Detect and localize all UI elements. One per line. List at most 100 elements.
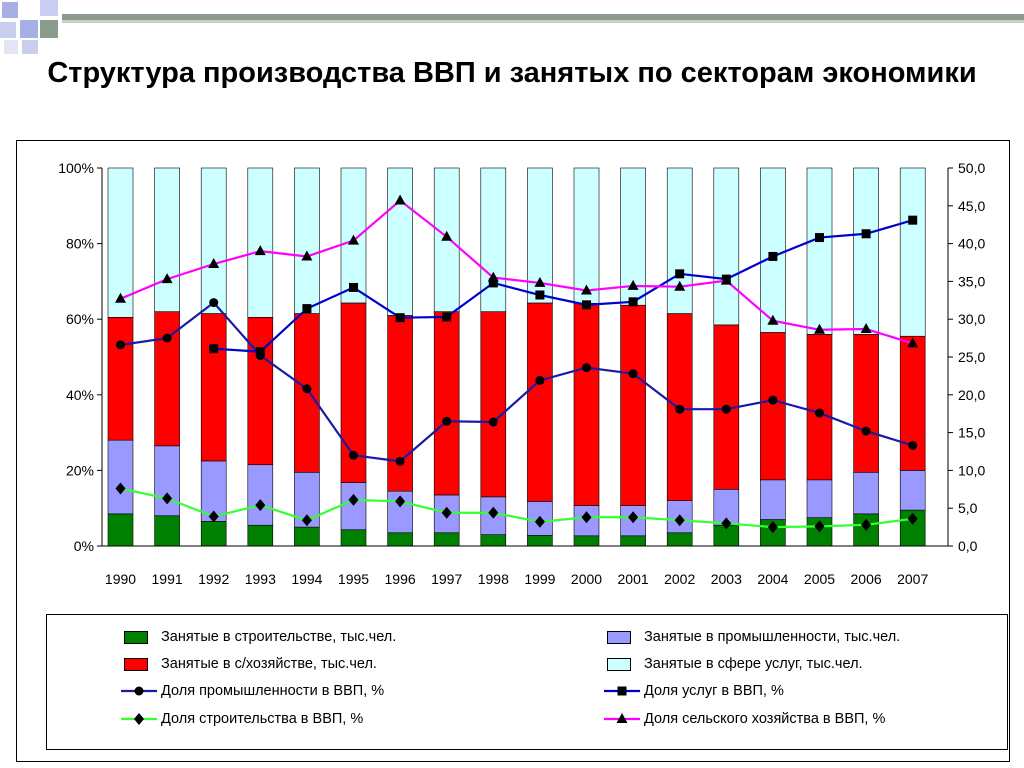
- x-tick-label: 1992: [198, 571, 229, 587]
- marker-agriculture_line: [534, 276, 546, 287]
- marker-services_line: [209, 344, 219, 354]
- bar-industry: [853, 471, 879, 515]
- marker-agriculture_line: [394, 194, 406, 205]
- legend-item: Занятые в строительстве, тыс.чел.: [124, 629, 396, 645]
- marker-agriculture_line: [720, 274, 732, 285]
- bar-services: [853, 167, 879, 335]
- marker-agriculture_line: [581, 284, 592, 295]
- bar-agriculture: [899, 335, 926, 471]
- legend-line-sample: [604, 713, 640, 723]
- bar-industry: [247, 464, 274, 526]
- y-left-tick-label: 60%: [66, 311, 94, 327]
- legend-item: Занятые в сфере услуг, тыс.чел.: [607, 656, 863, 672]
- bar-services: [666, 167, 693, 314]
- bar-services: [294, 167, 320, 314]
- decor-square-3: [40, 0, 58, 16]
- marker-agriculture_line: [348, 234, 359, 245]
- bar-agriculture: [620, 304, 646, 506]
- bar-industry: [806, 479, 833, 518]
- slide-title: Структура производства ВВП и занятых по …: [47, 57, 977, 89]
- x-tick-label: 2006: [851, 571, 882, 587]
- bar-agriculture: [760, 332, 786, 481]
- marker-construction_line: [674, 514, 685, 527]
- bar-agriculture: [480, 311, 507, 498]
- bar-services: [154, 167, 180, 312]
- marker-construction_line: [581, 511, 592, 524]
- x-tick-label: 1996: [385, 571, 416, 587]
- marker-industry_line: [395, 456, 405, 466]
- x-tick-label: 2005: [804, 571, 835, 587]
- bar-construction: [200, 521, 227, 547]
- x-tick-label: 1993: [245, 571, 276, 587]
- decor-square-1: [2, 2, 18, 18]
- marker-services_line: [815, 233, 824, 243]
- y-right-tick-label: 10,0: [958, 462, 985, 478]
- bar-construction: [154, 515, 180, 547]
- x-tick-label: 2000: [571, 571, 602, 587]
- bar-agriculture: [527, 302, 553, 502]
- marker-industry_line: [209, 298, 219, 308]
- marker-industry_line: [675, 404, 685, 414]
- x-tick-label: 1998: [478, 571, 509, 587]
- marker-agriculture_line: [674, 280, 686, 291]
- legend-item: Доля услуг в ВВП, %: [603, 683, 784, 699]
- marker-agriculture_line: [441, 230, 453, 241]
- bar-industry: [760, 479, 786, 520]
- bar-construction: [294, 526, 320, 547]
- legend-swatch: [124, 630, 148, 644]
- marker-industry_line: [721, 404, 731, 414]
- marker-construction_line: [814, 520, 825, 533]
- bar-services: [760, 167, 786, 333]
- marker-services_line: [768, 251, 778, 261]
- marker-industry_line: [861, 426, 871, 436]
- x-tick-label: 2002: [664, 571, 695, 587]
- y-right-tick-label: 35,0: [958, 273, 985, 289]
- marker-industry_line: [908, 440, 918, 450]
- y-left-tick-label: 40%: [66, 387, 94, 403]
- x-tick-label: 2003: [711, 571, 742, 587]
- legend-line-sample: [121, 686, 157, 696]
- bar-industry: [154, 445, 180, 517]
- marker-construction_line: [162, 492, 173, 505]
- x-tick-label: 1990: [105, 571, 136, 587]
- marker-agriculture_line: [115, 292, 126, 303]
- decor-bar: [62, 14, 1024, 20]
- bar-construction: [527, 535, 553, 547]
- bar-agriculture: [247, 317, 274, 466]
- y-left-tick-label: 20%: [66, 462, 94, 478]
- legend-label: Занятые в с/хозяйстве, тыс.чел.: [161, 656, 377, 672]
- marker-construction_line: [907, 512, 918, 525]
- y-right-tick-label: 0,0: [958, 538, 978, 554]
- x-tick-label: 2001: [618, 571, 649, 587]
- marker-services_line: [535, 290, 545, 300]
- bar-agriculture: [433, 311, 460, 496]
- bar-construction: [573, 535, 600, 547]
- line-industry_line: [120, 301, 914, 463]
- decor-square-7: [22, 40, 38, 54]
- x-tick-label: 2004: [757, 571, 788, 587]
- y-right-tick-label: 25,0: [958, 349, 985, 365]
- legend-label: Занятые в промышленности, тыс.чел.: [644, 629, 901, 645]
- marker-agriculture_line: [208, 258, 220, 269]
- marker-services_line: [302, 304, 312, 314]
- bar-agriculture: [200, 313, 227, 462]
- legend-item: Доля сельского хозяйства в ВВП, %: [603, 711, 885, 727]
- marker-agriculture_line: [254, 245, 266, 256]
- marker-construction_line: [115, 482, 126, 495]
- decor-square-6: [0, 22, 16, 38]
- legend-line-sample: [604, 686, 640, 696]
- bar-services: [387, 167, 413, 316]
- legend-swatch: [607, 630, 631, 644]
- marker-construction_line: [301, 514, 312, 527]
- marker-construction_line: [721, 517, 732, 530]
- marker-services_line: [628, 297, 638, 307]
- bar-services: [899, 167, 926, 337]
- marker-construction_line: [441, 506, 452, 519]
- marker-agriculture_line: [161, 273, 173, 284]
- x-tick-label: 1999: [524, 571, 555, 587]
- marker-construction_line: [348, 493, 359, 506]
- marker-industry_line: [768, 395, 778, 405]
- marker-industry_line: [815, 408, 824, 418]
- bar-industry: [340, 482, 367, 531]
- legend-line-sample: [121, 713, 157, 725]
